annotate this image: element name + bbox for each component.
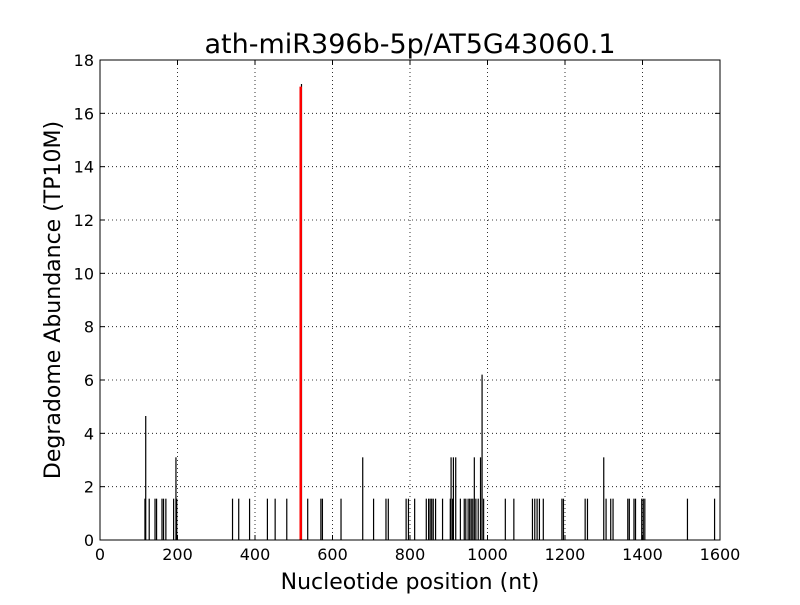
- x-tick-label: 1200: [545, 545, 586, 564]
- y-tick-label: 2: [84, 478, 94, 497]
- x-tick-label: 600: [317, 545, 348, 564]
- x-tick-label: 200: [162, 545, 193, 564]
- x-tick-label: 0: [95, 545, 105, 564]
- y-tick-label: 12: [74, 211, 94, 230]
- y-tick-label: 8: [84, 318, 94, 337]
- x-tick-label: 1600: [700, 545, 741, 564]
- x-tick-label: 1400: [622, 545, 663, 564]
- chart-title: ath-miR396b-5p/AT5G43060.1: [205, 29, 616, 60]
- y-tick-label: 18: [74, 51, 94, 70]
- y-tick-label: 10: [74, 264, 94, 283]
- y-tick-label: 16: [74, 104, 94, 123]
- x-axis-title: Nucleotide position (nt): [281, 570, 540, 595]
- grid-layer: [100, 60, 720, 540]
- y-tick-label: 14: [74, 158, 94, 177]
- x-tick-label: 400: [240, 545, 271, 564]
- x-tick-label: 1000: [467, 545, 508, 564]
- ticks-layer: 0 200 400 600 800 1000 1200 1400 1600 0 2 4 6 8 10 12 14…: [74, 51, 741, 564]
- y-axis-title: Degradome Abundance (TP10M): [41, 121, 66, 479]
- y-tick-label: 0: [84, 531, 94, 550]
- y-tick-label: 4: [84, 424, 94, 443]
- x-tick-label: 800: [395, 545, 426, 564]
- y-tick-label: 6: [84, 371, 94, 390]
